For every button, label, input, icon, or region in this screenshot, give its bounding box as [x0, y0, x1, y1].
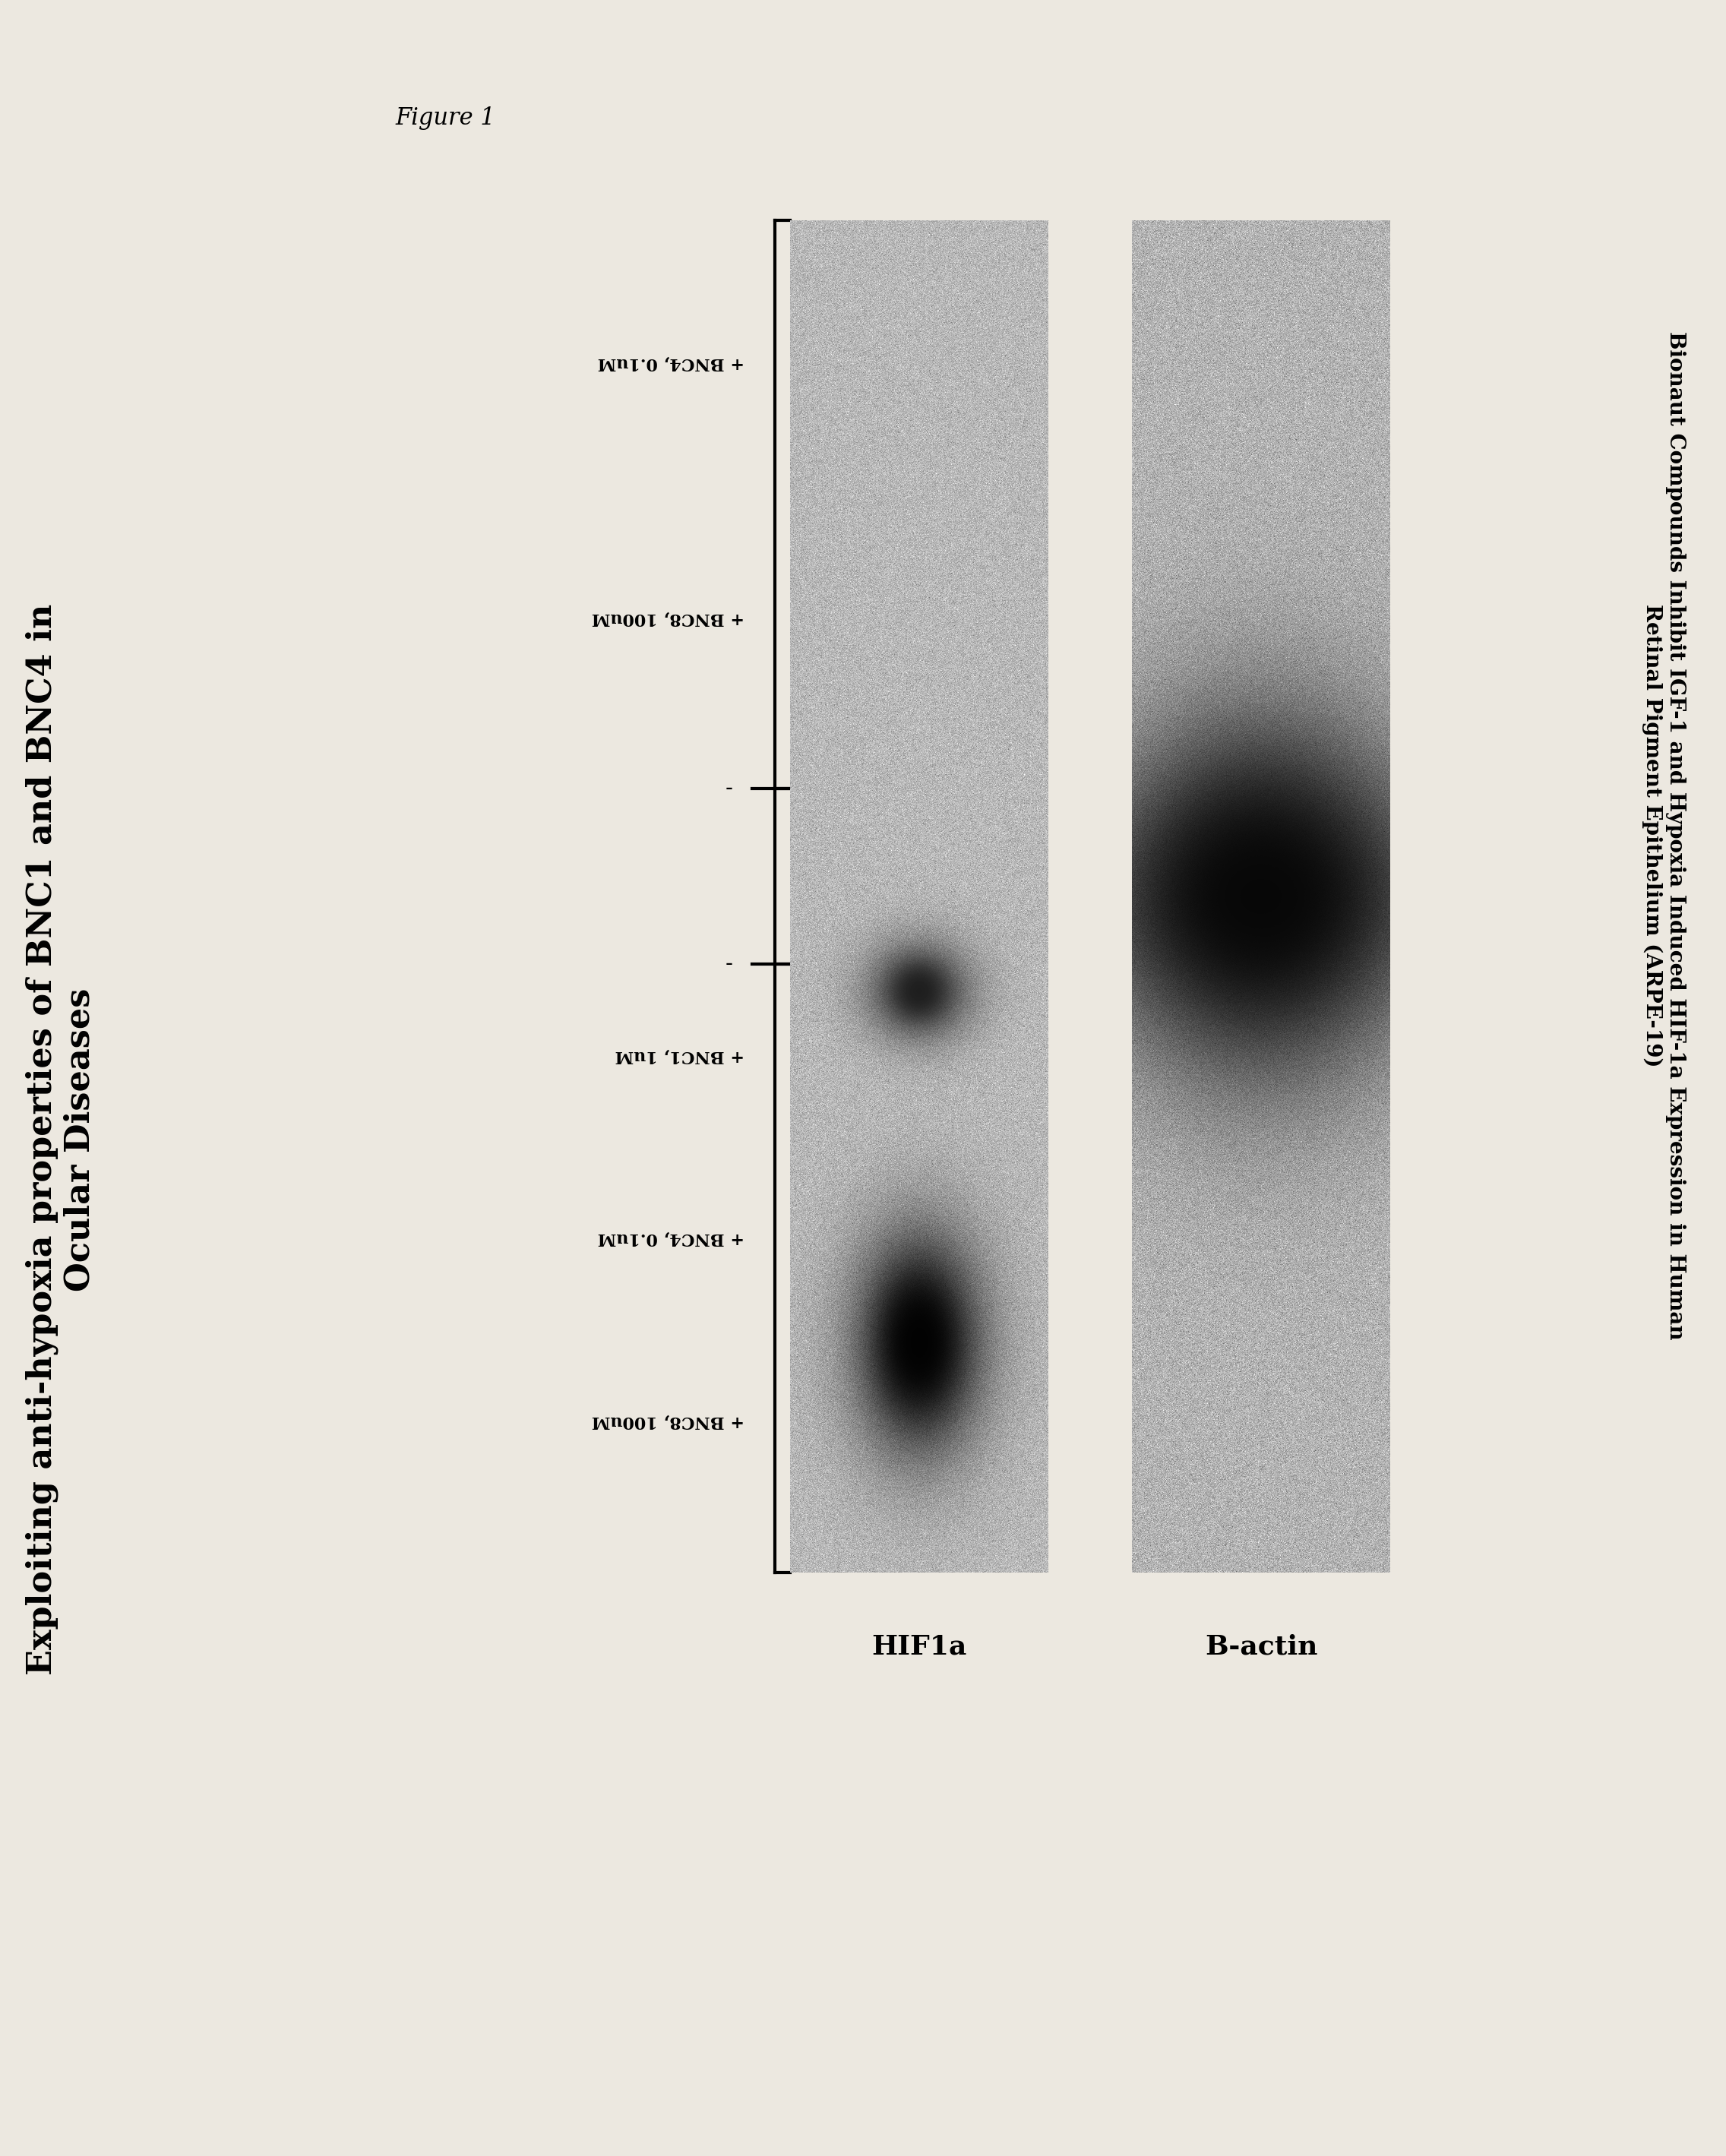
Text: B-actin: B-actin — [1205, 1634, 1317, 1660]
Text: + BNC8, 100uM: + BNC8, 100uM — [592, 1412, 744, 1429]
Text: Bionaut Compounds Inhibit IGF-1 and Hypoxia Induced HIF-1a Expression in Human
R: Bionaut Compounds Inhibit IGF-1 and Hypo… — [1641, 332, 1686, 1339]
Text: + BNC4, 0.1uM: + BNC4, 0.1uM — [597, 354, 744, 371]
Text: Hypoxia: Hypoxia — [797, 461, 816, 548]
Text: + BNC1, 1uM: + BNC1, 1uM — [614, 1048, 744, 1063]
Text: Figure 1: Figure 1 — [395, 106, 495, 129]
Text: -: - — [725, 778, 734, 800]
Text: Cont: Cont — [797, 852, 816, 901]
Text: -: - — [725, 953, 734, 975]
Text: Exploiting anti-hypoxia properties of BNC1 and BNC4 in
Ocular Diseases: Exploiting anti-hypoxia properties of BN… — [26, 604, 97, 1675]
Text: + BNC8, 100uM: + BNC8, 100uM — [592, 610, 744, 625]
Text: IGF-1 (100nM): IGF-1 (100nM) — [797, 1190, 816, 1348]
Text: + BNC4, 0.1uM: + BNC4, 0.1uM — [597, 1229, 744, 1246]
Text: HIF1a: HIF1a — [872, 1634, 967, 1660]
